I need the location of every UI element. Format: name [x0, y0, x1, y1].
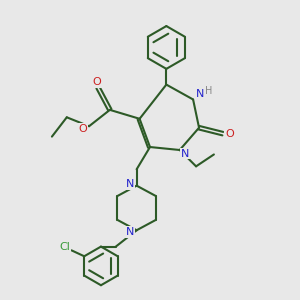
- Text: N: N: [195, 89, 204, 99]
- Text: O: O: [92, 76, 101, 87]
- Text: O: O: [225, 129, 234, 139]
- Text: H: H: [205, 86, 212, 96]
- Text: N: N: [126, 179, 134, 189]
- Text: N: N: [181, 148, 189, 159]
- Text: O: O: [79, 124, 88, 134]
- Text: N: N: [126, 227, 134, 237]
- Text: Cl: Cl: [59, 242, 70, 252]
